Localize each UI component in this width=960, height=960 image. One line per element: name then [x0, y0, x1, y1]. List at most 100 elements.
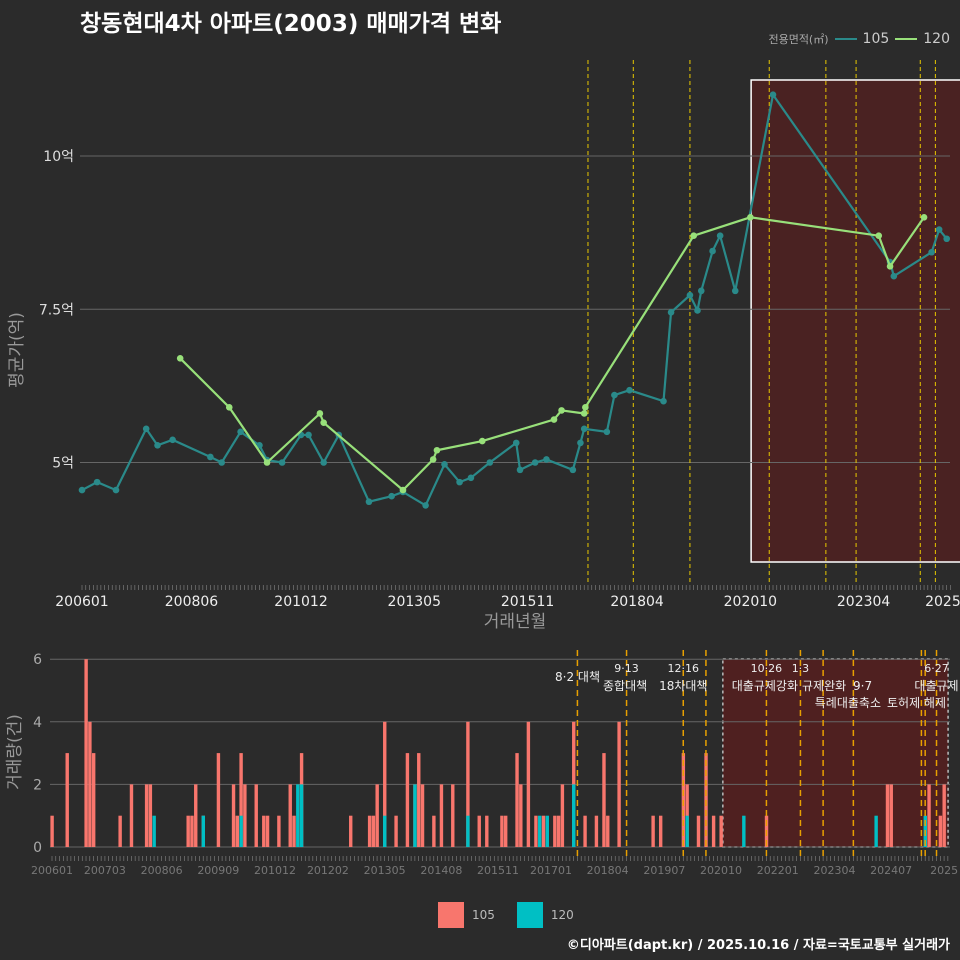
bar-120 [296, 784, 300, 847]
data-point-105 [256, 442, 263, 449]
bar-105 [84, 659, 88, 847]
legend-swatch-105 [834, 38, 857, 40]
y-tick-label: 4 [33, 715, 42, 731]
y-tick-label: 5억 [52, 456, 74, 472]
bar-105 [194, 784, 198, 847]
x-tick-label: 201511 [477, 864, 519, 877]
x-tick-label: 200806 [165, 594, 219, 610]
policy-label: 규제완화 [802, 679, 846, 693]
bar-105 [417, 753, 421, 847]
bar-105 [394, 815, 398, 847]
bar-105 [594, 815, 599, 847]
data-point-105 [365, 498, 373, 506]
policy-label: 대출규제강화 [732, 679, 798, 693]
x-tick-label: 2025 [925, 594, 960, 610]
bar-120 [572, 784, 576, 847]
y-tick-label: 7.5억 [39, 302, 74, 318]
data-point-120 [320, 419, 327, 426]
bar-105 [371, 815, 376, 847]
bar-105 [942, 784, 946, 847]
bar-105 [243, 784, 247, 847]
data-point-105 [577, 439, 584, 447]
bar-105 [451, 784, 455, 847]
bar-105 [485, 815, 489, 847]
data-point-120 [399, 486, 407, 494]
bar-105 [367, 815, 372, 847]
x-tick-label: 200601 [55, 594, 108, 610]
policy-date: 1·3 [792, 662, 810, 675]
y-axis-title: 평균가(억) [7, 312, 27, 388]
bar-105 [292, 815, 296, 847]
data-point-105 [441, 461, 448, 468]
bar-105 [560, 784, 565, 847]
data-point-105 [611, 391, 618, 399]
bar-105 [288, 784, 292, 847]
policy-date: 12·16 [668, 662, 700, 675]
highlight-region [722, 658, 949, 848]
bar-105 [254, 784, 258, 847]
data-point-120 [225, 404, 233, 411]
policy-date: 9·13 [614, 662, 639, 675]
data-point-105 [543, 456, 550, 463]
x-tick-label: 201408 [420, 864, 462, 877]
x-tick-label: 202010 [724, 594, 777, 610]
policy-date: 10·26 [751, 662, 783, 675]
data-point-120 [176, 354, 184, 362]
bar-105 [231, 784, 236, 847]
series-line-120 [179, 216, 925, 492]
chart-title: 창동현대4차 아파트(2003) 매매가격 변화 [80, 11, 502, 37]
bar-105 [91, 753, 96, 847]
data-point-105 [207, 453, 214, 461]
bar-105 [216, 753, 221, 847]
data-point-105 [218, 459, 226, 466]
data-point-105 [154, 442, 161, 449]
y-tick-label: 10억 [43, 149, 74, 165]
bar-105 [235, 815, 240, 847]
data-point-105 [709, 247, 716, 255]
bar-legend: 105 120 [438, 902, 574, 928]
legend-label-105: 105 [862, 31, 890, 47]
bar-105 [405, 753, 410, 847]
data-point-105 [237, 428, 244, 436]
source-credit: ©디아파트(dapt.kr) / 2025.10.16 / 자료=국토교통부 실… [566, 938, 950, 953]
bar-105 [556, 815, 561, 847]
data-point-105 [935, 226, 943, 233]
data-point-105 [928, 248, 935, 256]
x-tick-label: 201701 [530, 864, 572, 877]
policy-label: 토허제 해제 [887, 696, 946, 710]
data-point-105 [603, 428, 611, 436]
legend-label-120: 120 [923, 31, 950, 47]
bar-105 [696, 815, 701, 847]
bar-120 [545, 815, 549, 847]
data-point-105 [278, 459, 286, 466]
bar-105 [277, 815, 281, 847]
data-point-105 [112, 486, 120, 494]
policy-label: 특례대출축소 [815, 696, 881, 710]
bar-120 [874, 815, 878, 847]
bar-120 [383, 815, 387, 847]
data-point-105 [731, 287, 739, 295]
bar-120 [466, 815, 470, 847]
data-point-105 [512, 439, 520, 447]
policy-label: 종합대책 [603, 678, 647, 693]
bar-105 [602, 753, 606, 847]
bar-105 [148, 784, 153, 847]
bar-105 [190, 815, 194, 847]
bar-105 [515, 753, 519, 847]
data-point-105 [686, 291, 694, 299]
x-tick-label: 200601 [31, 864, 73, 877]
legend-label-120: 120 [550, 908, 574, 922]
bar-105 [504, 815, 508, 847]
bar-120 [201, 815, 205, 847]
bar-105 [432, 815, 436, 847]
bar-105 [186, 815, 190, 847]
bar-120 [239, 815, 243, 847]
x-tick-label: 200703 [84, 864, 126, 877]
data-point-105 [486, 459, 494, 466]
x-tick-label: 201907 [643, 864, 685, 877]
bar-105 [65, 753, 69, 847]
data-point-120 [690, 232, 698, 239]
bar-105 [719, 815, 723, 847]
data-point-120 [316, 410, 324, 417]
